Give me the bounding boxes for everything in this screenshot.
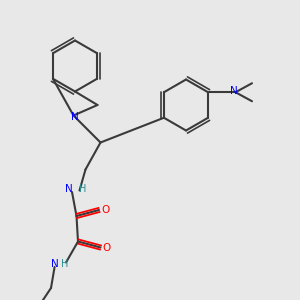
Text: H: H [61,259,69,269]
Text: O: O [102,242,111,253]
Text: N: N [65,184,73,194]
Text: N: N [230,86,238,96]
Text: N: N [51,259,58,269]
Text: O: O [101,205,109,215]
Text: N: N [71,112,79,122]
Text: H: H [79,184,86,194]
